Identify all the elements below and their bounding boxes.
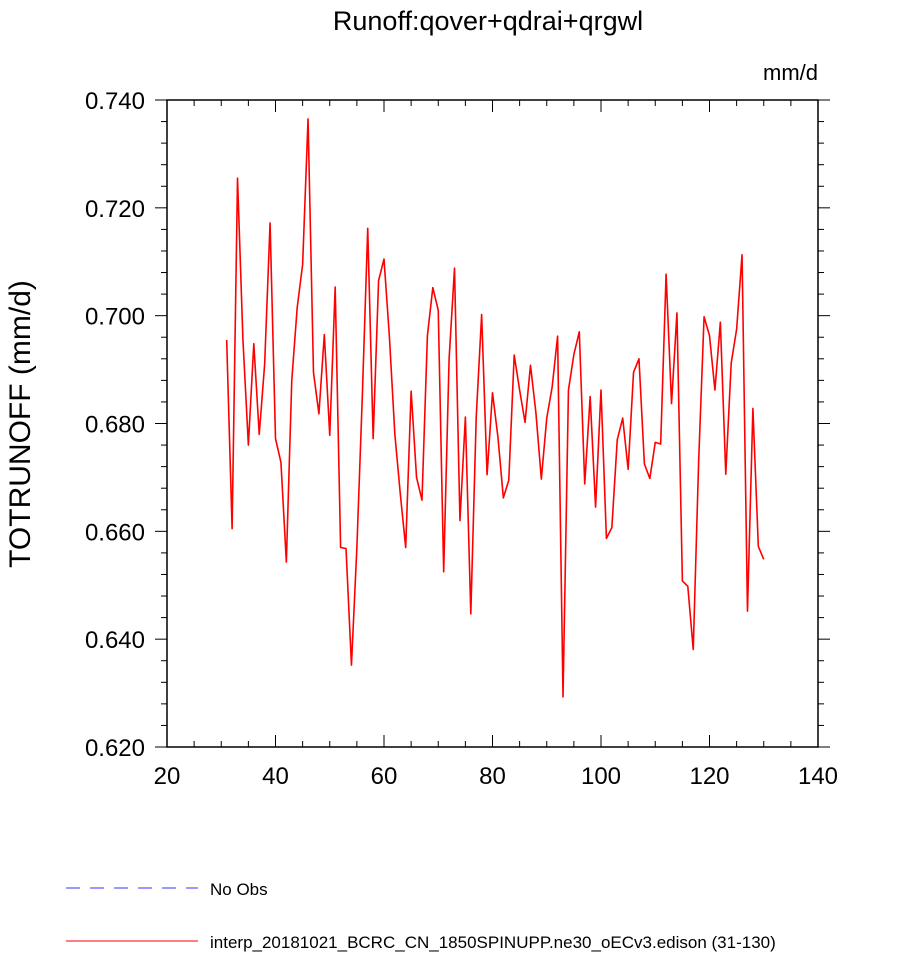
y-tick-label: 0.660	[85, 519, 145, 546]
legend-label-model: interp_20181021_BCRC_CN_1850SPINUPP.ne30…	[210, 933, 776, 952]
y-tick-label: 0.700	[85, 304, 145, 331]
axis-ticks	[155, 99, 830, 748]
x-tick-label: 60	[371, 763, 398, 790]
x-tick-label: 120	[689, 763, 729, 790]
x-tick-label: 80	[479, 763, 506, 790]
y-tick-label: 0.640	[85, 627, 145, 654]
y-tick-label: 0.620	[85, 735, 145, 762]
data-lines	[225, 118, 765, 698]
y-tick-label: 0.740	[85, 88, 145, 115]
series-line-0	[225, 118, 765, 698]
x-tick-label: 40	[262, 763, 289, 790]
y-tick-label: 0.680	[85, 412, 145, 439]
tick-labels: 20 40 60 80 100 120 140 0.620 0.640 0.660 0.680 0.7…	[85, 88, 838, 790]
x-tick-label: 100	[581, 763, 621, 790]
chart-title: Runoff:qover+qdrai+qrgwl	[333, 6, 643, 36]
plot-frame	[166, 99, 819, 748]
legend: No Obs interp_20181021_BCRC_CN_1850SPINU…	[66, 880, 776, 952]
x-tick-label: 140	[798, 763, 838, 790]
legend-label-no-obs: No Obs	[210, 880, 268, 899]
y-axis-label: TOTRUNOFF (mm/d)	[4, 280, 37, 568]
x-tick-label: 20	[154, 763, 181, 790]
y-tick-label: 0.720	[85, 196, 145, 223]
units-label: mm/d	[763, 60, 818, 85]
